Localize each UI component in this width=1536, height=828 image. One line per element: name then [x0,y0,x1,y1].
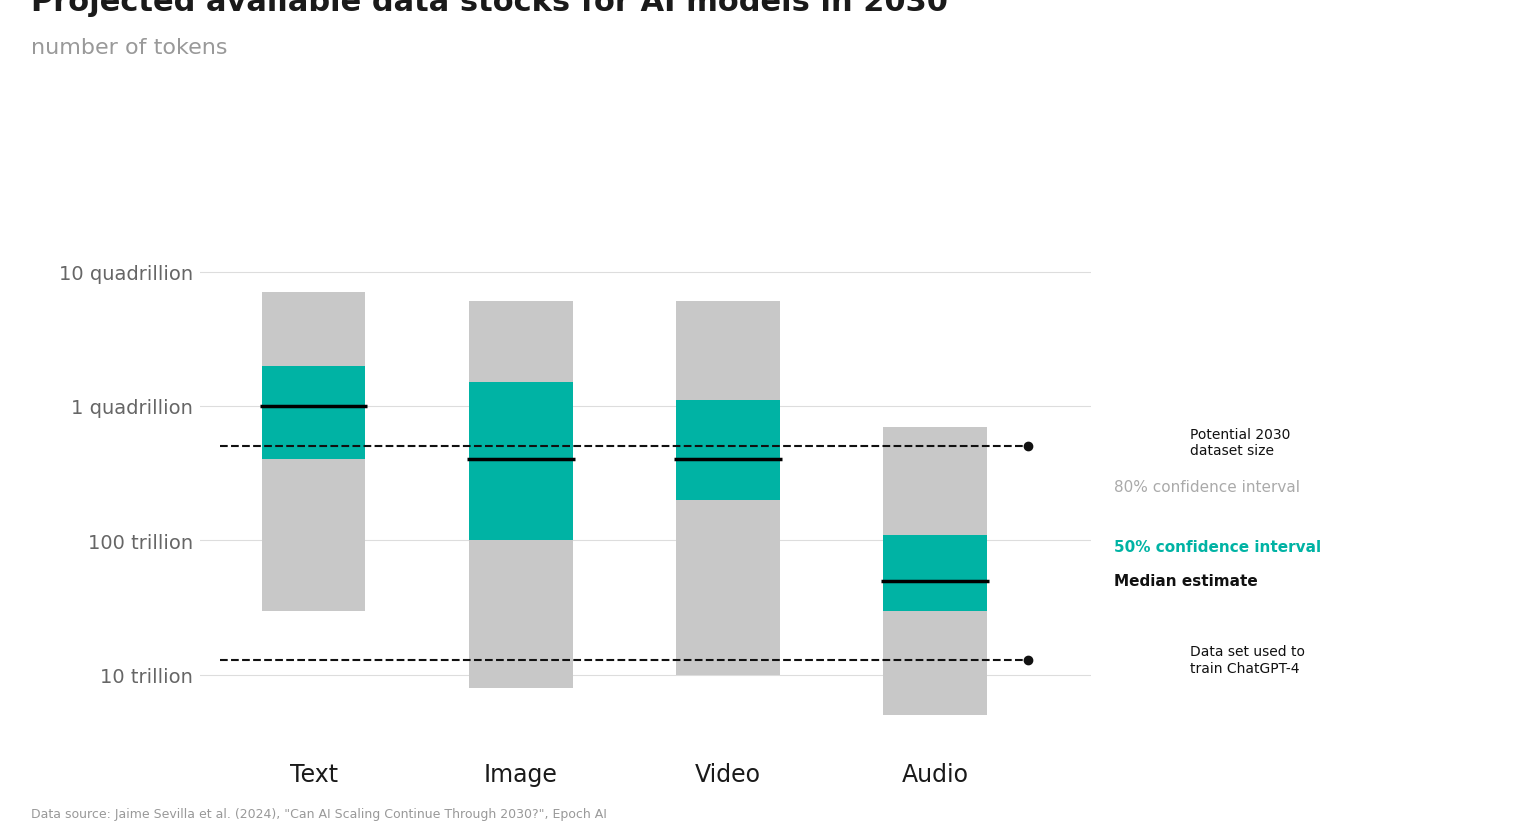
Bar [676,401,780,500]
Text: Data source: Jaime Sevilla et al. (2024), "Can AI Scaling Continue Through 2030?: Data source: Jaime Sevilla et al. (2024)… [31,806,607,820]
Text: 50% confidence interval: 50% confidence interval [1114,539,1321,555]
Text: Projected available data stocks for AI models in 2030: Projected available data stocks for AI m… [31,0,948,17]
Bar [261,293,366,611]
Bar [883,427,988,715]
Text: 80% confidence interval: 80% confidence interval [1114,480,1299,495]
Text: Data set used to
train ChatGPT-4: Data set used to train ChatGPT-4 [1190,645,1306,675]
Bar [468,302,573,688]
Bar [261,366,366,460]
Text: number of tokens: number of tokens [31,38,227,58]
Bar [676,302,780,675]
Text: Median estimate: Median estimate [1114,574,1258,589]
Bar [468,383,573,541]
Bar [883,535,988,611]
Text: Potential 2030
dataset size: Potential 2030 dataset size [1190,428,1290,458]
